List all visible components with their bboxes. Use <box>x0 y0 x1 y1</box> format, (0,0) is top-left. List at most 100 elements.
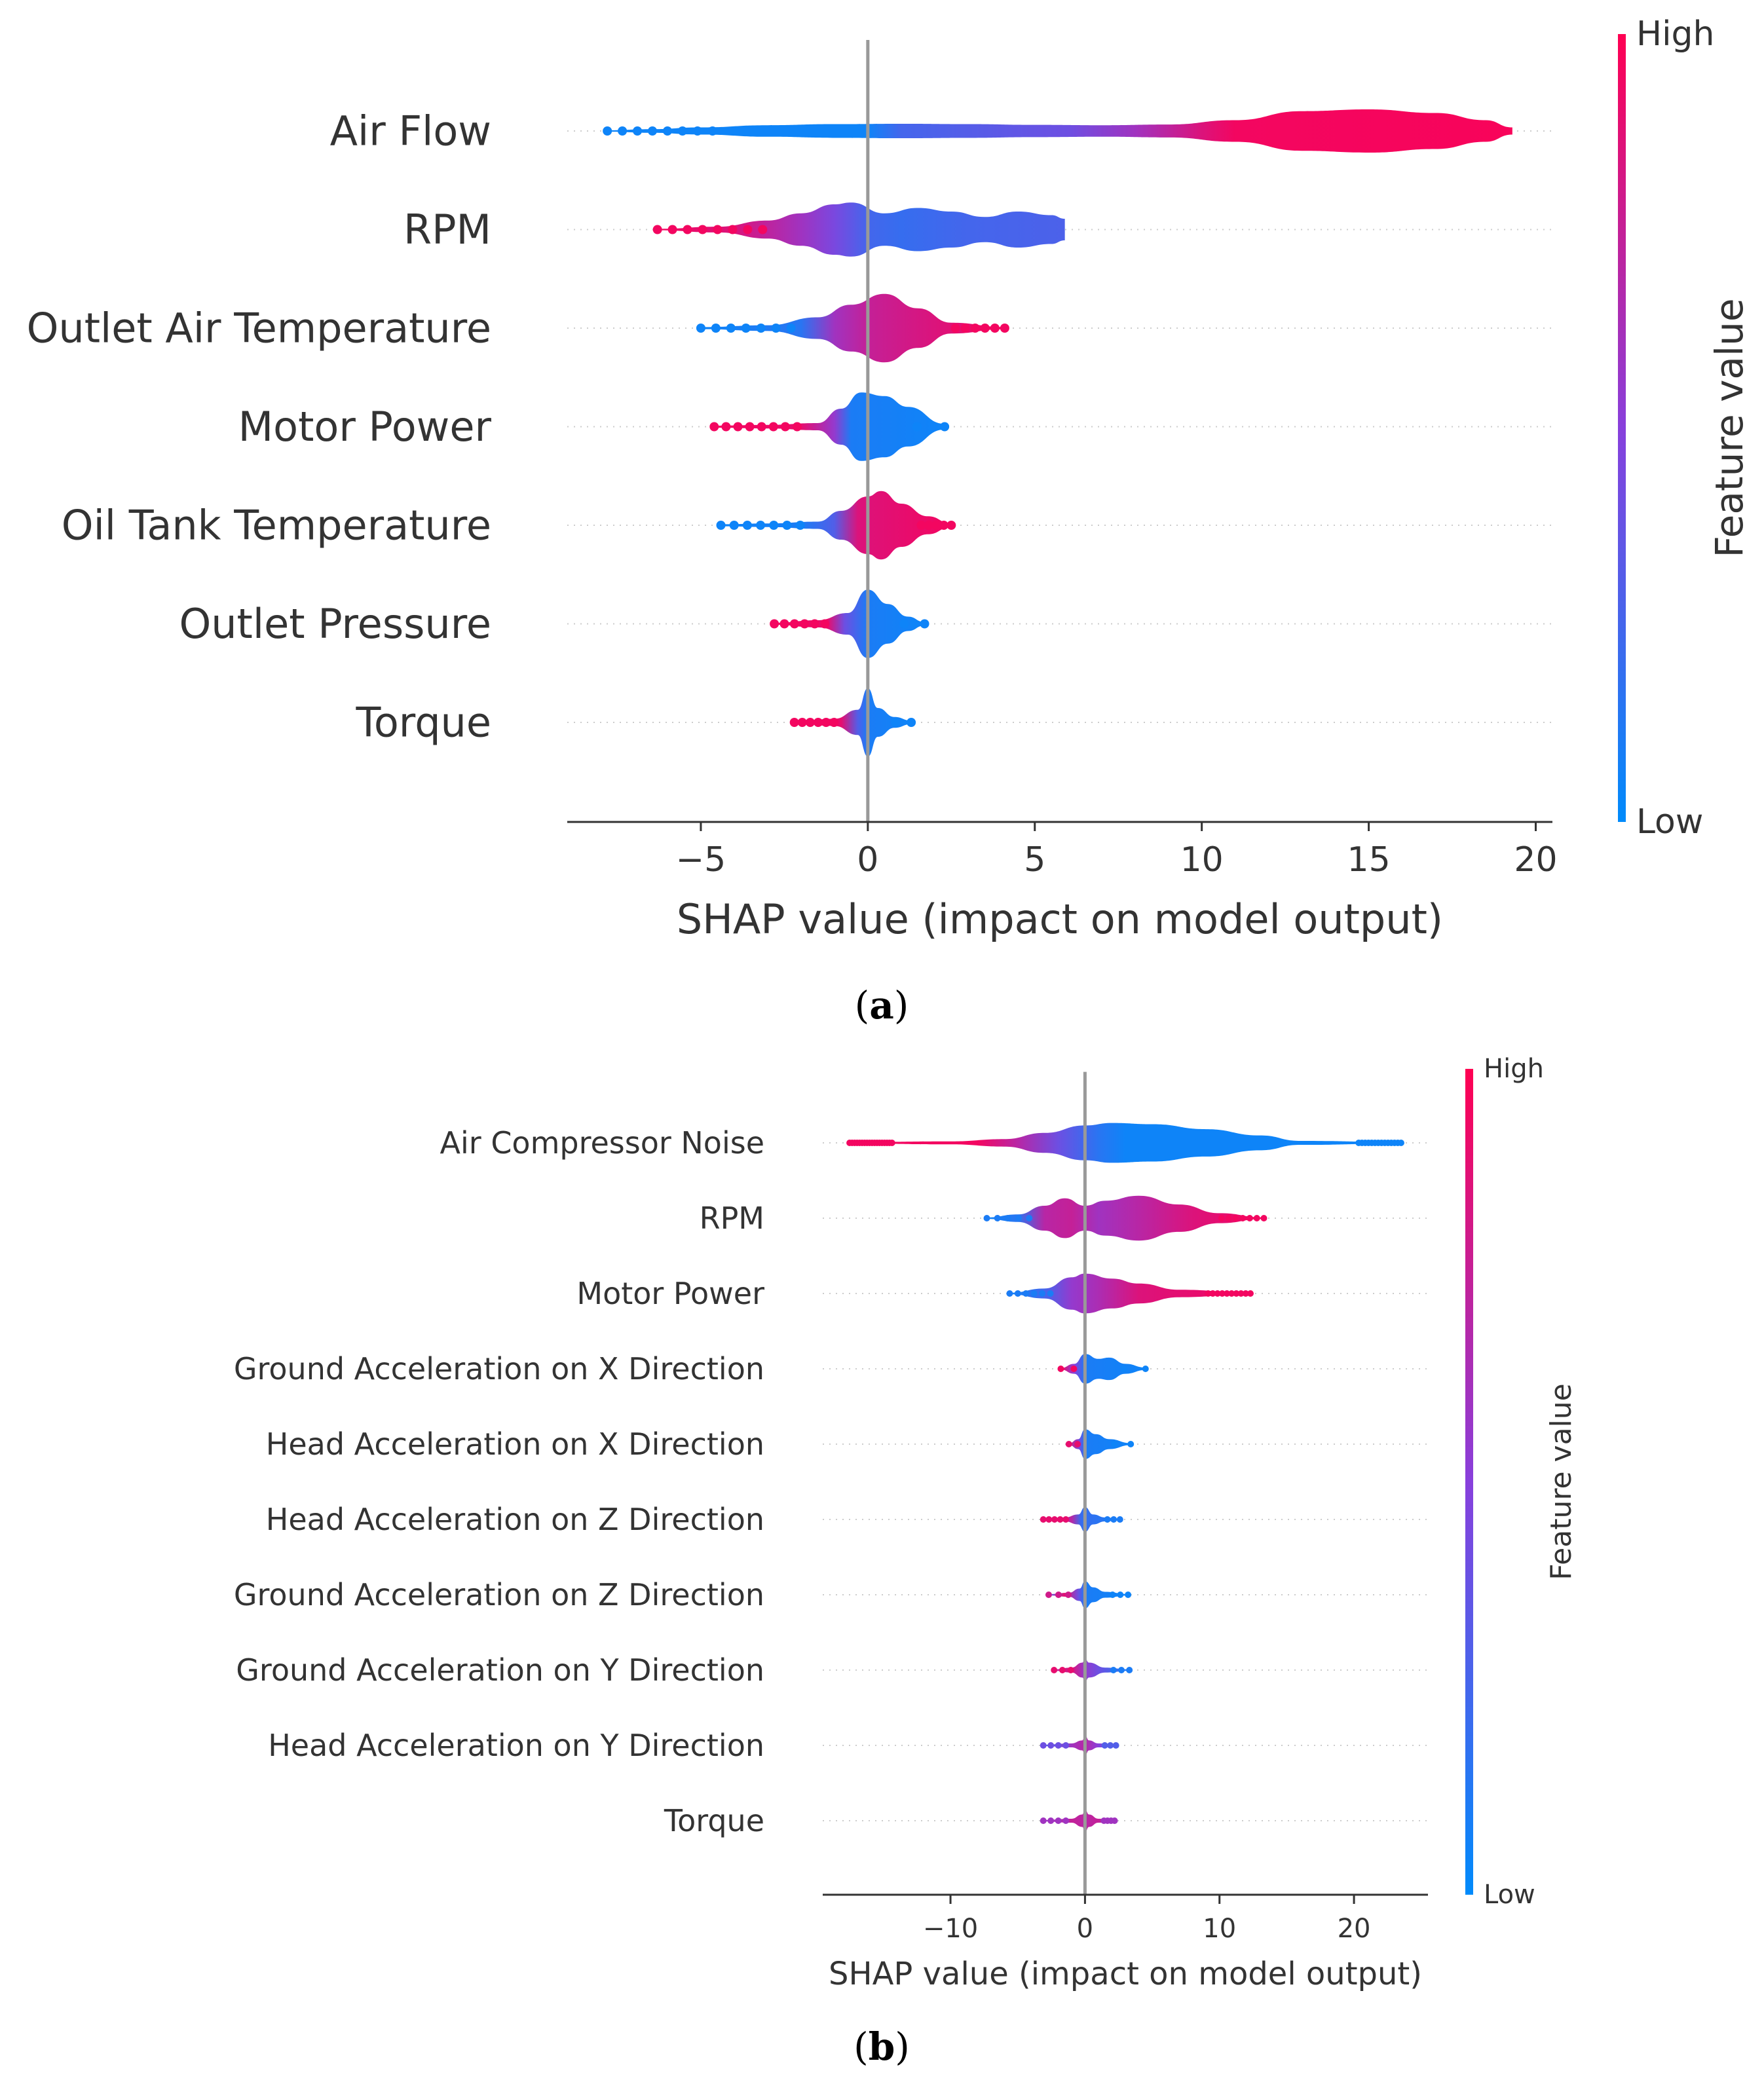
dot-torque <box>821 718 831 727</box>
dot-outlet-pressure <box>789 619 799 629</box>
x-tick-label: 20 <box>1338 1914 1371 1944</box>
feature-label-ground-acceleration-on-z-direction: Ground Acceleration on Z Direction <box>234 1577 764 1612</box>
dot-motor-power <box>1218 1290 1226 1297</box>
dot-head-acceleration-on-y-direction <box>1062 1742 1070 1749</box>
violin-ground-acceleration-on-z-direction <box>1048 1581 1129 1609</box>
feature-label-motor-power: Motor Power <box>238 403 492 451</box>
dot-motor-power <box>1242 1290 1249 1297</box>
violin-outlet-air-temperature <box>700 293 1005 363</box>
dot-head-acceleration-on-z-direction <box>1040 1516 1047 1523</box>
colorbar-low-label: Low <box>1484 1880 1535 1910</box>
x-tick-label: −5 <box>676 840 726 880</box>
dot-oil-tank-temperature <box>931 521 941 530</box>
dot-motor-power <box>733 422 743 432</box>
dot-oil-tank-temperature <box>716 521 726 530</box>
violin-torque <box>1043 1809 1115 1833</box>
x-axis-label: SHAP value (impact on model output) <box>677 895 1443 943</box>
dot-ground-acceleration-on-y-direction <box>1110 1667 1117 1673</box>
violin-outlet-pressure <box>774 589 925 658</box>
dot-outlet-pressure <box>770 619 779 629</box>
colorbar-title: Feature value <box>1545 1383 1578 1580</box>
x-tick-label: 0 <box>857 840 878 880</box>
dot-outlet-pressure <box>920 619 929 629</box>
feature-label-head-acceleration-on-y-direction: Head Acceleration on Y Direction <box>268 1728 764 1763</box>
dot-oil-tank-temperature <box>782 521 792 530</box>
x-axis-label: SHAP value (impact on model output) <box>829 1956 1422 1992</box>
dot-head-acceleration-on-x-direction <box>1127 1441 1135 1447</box>
dot-torque <box>789 718 799 727</box>
dot-air-flow <box>677 126 687 136</box>
dot-ground-acceleration-on-x-direction <box>1057 1366 1064 1372</box>
dot-motor-power <box>1247 1290 1254 1297</box>
violin-oil-tank-temperature <box>721 491 952 560</box>
violin-air-compressor-noise <box>850 1123 1401 1163</box>
dot-oil-tank-temperature <box>795 521 805 530</box>
x-tick-label: 0 <box>1077 1914 1093 1944</box>
violin-ground-acceleration-on-x-direction <box>1060 1354 1146 1384</box>
dot-rpm <box>698 225 707 234</box>
dot-ground-acceleration-on-x-direction <box>1070 1366 1078 1372</box>
panel-a-chart: Air Flow RPM Outlet Air Temperature Motor P… <box>27 14 1752 943</box>
dot-head-acceleration-on-x-direction <box>1111 1441 1118 1447</box>
violin-torque <box>794 688 912 757</box>
dot-ground-acceleration-on-z-direction <box>1045 1591 1052 1598</box>
dot-outlet-air-temperature <box>726 324 736 333</box>
feature-label-head-acceleration-on-x-direction: Head Acceleration on X Direction <box>266 1426 764 1462</box>
dot-air-compressor-noise <box>1355 1140 1362 1146</box>
dot-head-acceleration-on-y-direction <box>1107 1742 1114 1749</box>
dot-ground-acceleration-on-z-direction <box>1064 1591 1072 1598</box>
feature-label-outlet-air-temperature: Outlet Air Temperature <box>27 305 491 352</box>
dot-rpm <box>683 225 692 234</box>
feature-label-air-compressor-noise: Air Compressor Noise <box>440 1125 764 1161</box>
dot-outlet-air-temperature <box>711 324 721 333</box>
dot-head-acceleration-on-z-direction <box>1116 1516 1123 1523</box>
dot-oil-tank-temperature <box>924 521 933 530</box>
dot-ground-acceleration-on-y-direction <box>1126 1667 1133 1673</box>
feature-label-head-acceleration-on-z-direction: Head Acceleration on Z Direction <box>266 1502 764 1537</box>
dot-motor-power <box>780 422 790 432</box>
colorbar-title: Feature value <box>1707 298 1752 557</box>
dot-head-acceleration-on-y-direction <box>1112 1742 1119 1749</box>
dot-rpm <box>667 225 677 234</box>
dot-rpm <box>1253 1215 1260 1221</box>
dot-rpm <box>1239 1215 1247 1221</box>
dot-air-flow <box>692 126 702 136</box>
violin-motor-power <box>1009 1273 1250 1314</box>
dot-oil-tank-temperature <box>916 521 926 530</box>
dot-oil-tank-temperature <box>756 521 766 530</box>
dot-ground-acceleration-on-y-direction <box>1067 1667 1074 1673</box>
violin-rpm <box>657 202 1065 257</box>
dot-torque <box>907 718 916 727</box>
dot-rpm <box>1026 1215 1033 1221</box>
dot-motor-power <box>1014 1290 1021 1297</box>
dot-outlet-air-temperature <box>970 324 980 333</box>
dot-air-flow <box>603 126 612 136</box>
dot-ground-acceleration-on-y-direction <box>1059 1667 1066 1673</box>
dot-motor-power <box>1237 1290 1245 1297</box>
violin-air-flow <box>607 109 1512 153</box>
feature-label-air-flow: Air Flow <box>330 107 491 155</box>
feature-label-rpm: RPM <box>700 1200 764 1236</box>
dot-air-flow <box>618 126 628 136</box>
dot-outlet-pressure <box>779 619 789 629</box>
dot-ground-acceleration-on-x-direction <box>1142 1366 1149 1372</box>
dot-oil-tank-temperature <box>742 521 752 530</box>
dot-motor-power <box>1214 1290 1221 1297</box>
dot-outlet-air-temperature <box>1000 324 1009 333</box>
dot-head-acceleration-on-y-direction <box>1040 1742 1047 1749</box>
colorbar <box>1465 1069 1473 1895</box>
dot-rpm <box>1232 1215 1239 1221</box>
dot-torque <box>797 718 807 727</box>
dot-outlet-pressure <box>899 619 909 629</box>
dot-head-acceleration-on-y-direction <box>1047 1742 1055 1749</box>
dot-torque <box>805 718 815 727</box>
x-tick-label: 15 <box>1347 840 1391 880</box>
dot-outlet-pressure <box>909 619 919 629</box>
dot-motor-power <box>1023 1290 1030 1297</box>
dot-motor-power <box>940 422 950 432</box>
dot-outlet-air-temperature <box>950 324 960 333</box>
dot-ground-acceleration-on-z-direction <box>1055 1591 1062 1598</box>
dot-ground-acceleration-on-y-direction <box>1051 1667 1058 1673</box>
feature-label-ground-acceleration-on-y-direction: Ground Acceleration on Y Direction <box>236 1652 764 1688</box>
